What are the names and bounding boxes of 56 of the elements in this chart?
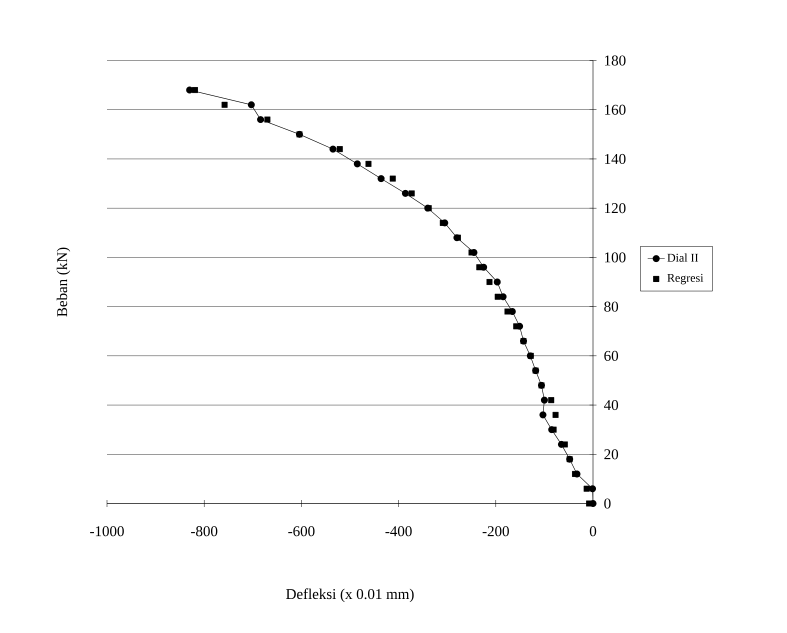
point	[548, 397, 554, 404]
point	[528, 352, 534, 359]
y-axis-title: Beban (kN)	[56, 248, 70, 317]
point	[365, 160, 372, 167]
y-tick-label: 20	[604, 449, 618, 460]
point	[378, 175, 385, 182]
point	[520, 338, 527, 344]
point	[248, 101, 255, 108]
y-tick-label: 0	[604, 498, 611, 509]
point	[192, 87, 198, 94]
point	[504, 308, 510, 315]
x-axis-title: Defleksi (x 0.01 mm)	[286, 588, 414, 602]
y-tick-label: 160	[604, 104, 626, 115]
point	[494, 278, 501, 286]
point	[586, 500, 592, 506]
point	[584, 486, 590, 492]
y-tick-label: 120	[604, 203, 626, 214]
point	[264, 116, 270, 123]
point	[538, 382, 544, 388]
point	[486, 279, 492, 285]
y-tick-label: 80	[604, 302, 618, 312]
x-tick-label: -600	[288, 526, 315, 536]
y-tick-label: 140	[604, 154, 626, 164]
x-tick-label: -200	[482, 526, 509, 536]
y-tick-label: 100	[604, 252, 626, 262]
point	[540, 396, 548, 404]
legend-label: Dial II	[667, 253, 698, 262]
y-tick-label: 40	[604, 400, 618, 410]
point	[402, 190, 409, 197]
point	[390, 176, 396, 182]
point	[539, 411, 546, 418]
x-tick-label: -800	[191, 526, 218, 536]
y-tick-label: 180	[604, 55, 626, 66]
point	[186, 86, 194, 94]
x-tick-label: -400	[385, 526, 412, 536]
point	[354, 160, 361, 168]
point	[562, 441, 568, 448]
point	[476, 264, 482, 270]
point	[329, 146, 336, 153]
point	[552, 412, 559, 418]
point	[408, 190, 415, 196]
x-tick-label: -1000	[90, 526, 124, 536]
point	[532, 368, 539, 374]
point	[222, 102, 228, 108]
point	[566, 456, 573, 462]
point	[513, 323, 520, 330]
x-tick-label: 0	[590, 526, 596, 536]
point	[440, 220, 446, 226]
point	[550, 426, 557, 433]
point	[336, 146, 343, 152]
point	[589, 485, 596, 492]
point	[494, 294, 501, 300]
point	[296, 131, 302, 138]
point	[257, 116, 264, 124]
legend-label: Regresi	[667, 274, 704, 284]
y-tick-label: 60	[604, 350, 618, 361]
